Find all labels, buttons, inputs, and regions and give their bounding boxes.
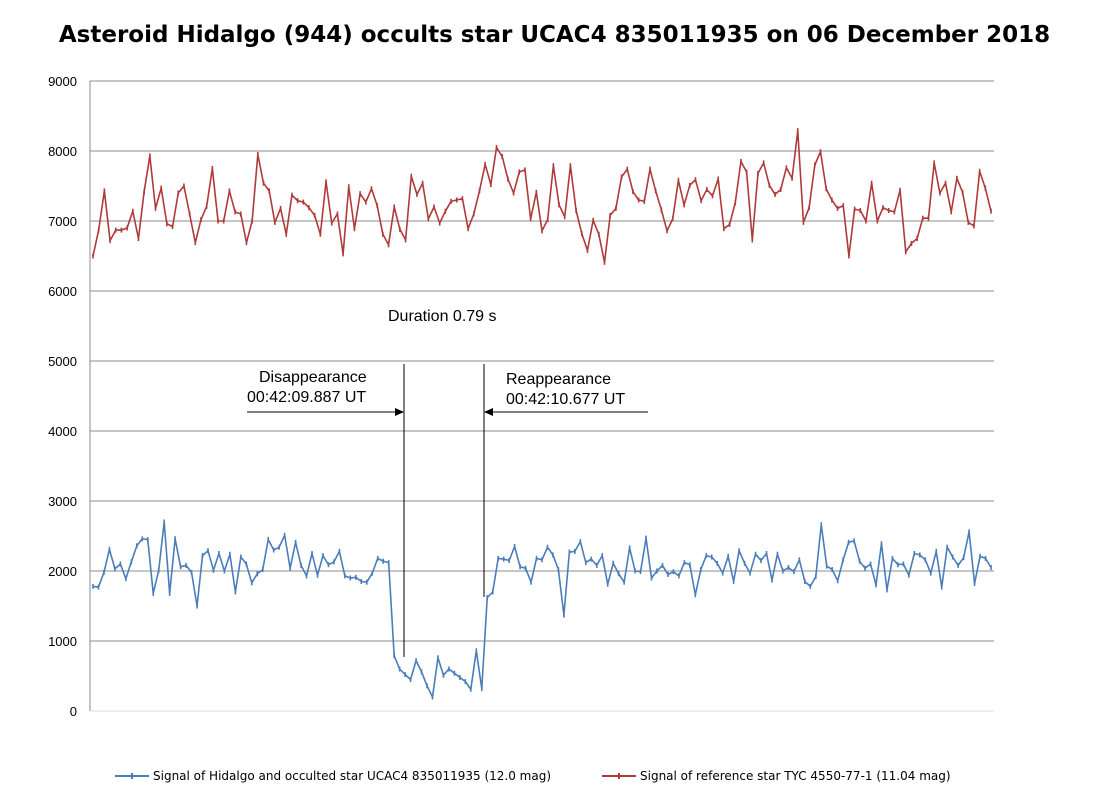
y-tick-label-5000: 5000 xyxy=(48,354,77,369)
y-tick-label-2000: 2000 xyxy=(48,564,77,579)
legend-label-reference: Signal of reference star TYC 4550-77-1 (… xyxy=(640,769,951,783)
chart-title: Asteroid Hidalgo (944) occults star UCAC… xyxy=(58,22,1051,48)
duration-annotation: Duration 0.79 s xyxy=(388,308,497,325)
y-tick-label-8000: 8000 xyxy=(48,144,77,159)
gridlines xyxy=(89,80,994,712)
y-axis-tick-labels: 0 1000 2000 3000 4000 5000 6000 7000 8000 9000 xyxy=(48,74,77,719)
y-tick-label-3000: 3000 xyxy=(48,494,77,509)
reappearance-arrowhead xyxy=(484,408,493,416)
y-tick-label-4000: 4000 xyxy=(48,424,77,439)
event-annotations: Duration 0.79 s Disappearance 00:42:09.8… xyxy=(247,308,648,657)
y-tick-label-6000: 6000 xyxy=(48,284,77,299)
disappearance-time: 00:42:09.887 UT xyxy=(247,389,366,406)
series-layer xyxy=(92,128,992,700)
series-0-line xyxy=(92,521,992,698)
y-tick-label-1000: 1000 xyxy=(48,634,77,649)
legend-item-hidalgo: Signal of Hidalgo and occulted star UCAC… xyxy=(115,769,551,783)
disappearance-label: Disappearance xyxy=(259,369,367,386)
y-tick-label-0: 0 xyxy=(70,704,77,719)
legend-label-hidalgo: Signal of Hidalgo and occulted star UCAC… xyxy=(153,769,551,783)
series-1 xyxy=(92,128,992,265)
legend-item-reference: Signal of reference star TYC 4550-77-1 (… xyxy=(602,769,951,783)
reappearance-label: Reappearance xyxy=(506,371,611,388)
y-tick-label-9000: 9000 xyxy=(48,74,77,89)
series-0 xyxy=(92,519,992,700)
reappearance-time: 00:42:10.677 UT xyxy=(506,391,625,408)
legend: Signal of Hidalgo and occulted star UCAC… xyxy=(115,769,951,783)
y-tick-label-7000: 7000 xyxy=(48,214,77,229)
series-1-line xyxy=(92,129,992,264)
disappearance-arrowhead xyxy=(395,408,404,416)
